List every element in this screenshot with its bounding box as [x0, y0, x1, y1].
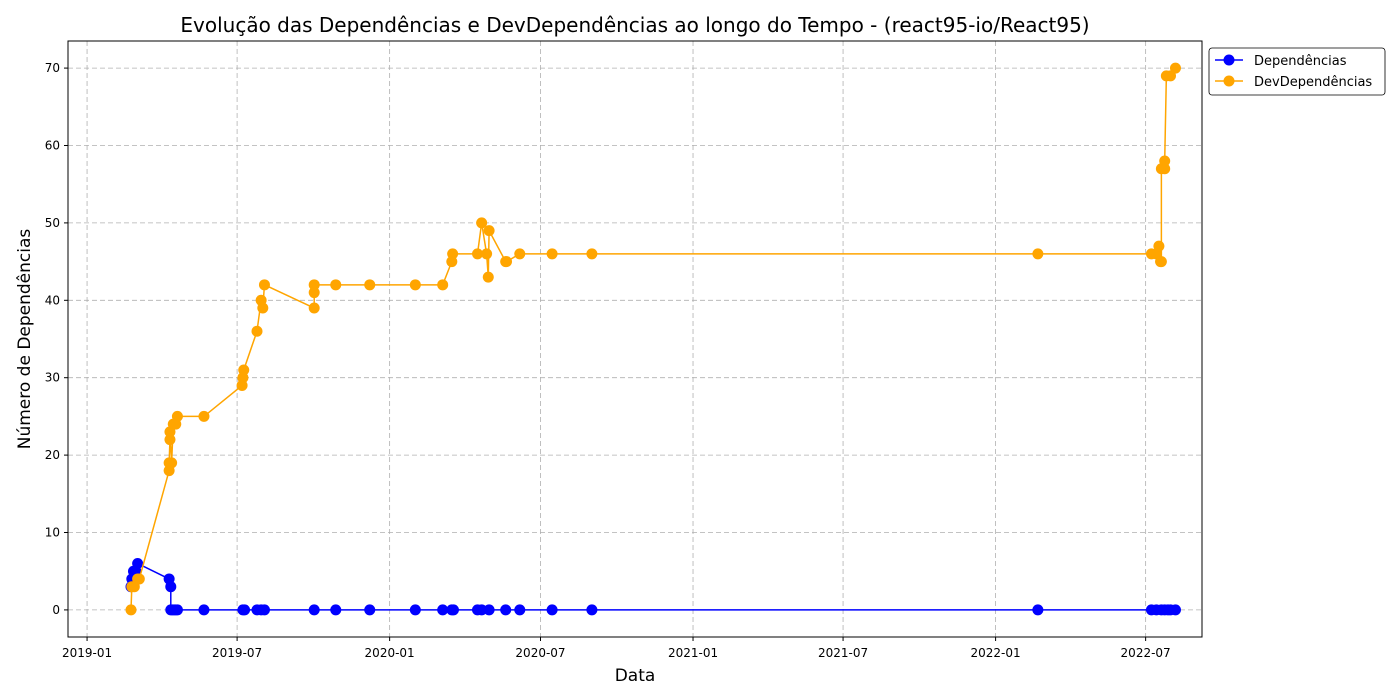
legend-entry-label: DevDependências	[1254, 75, 1372, 90]
series-dependencias	[125, 557, 1181, 616]
data-point	[501, 256, 513, 268]
data-point	[482, 271, 494, 283]
data-point	[546, 248, 558, 260]
data-point	[171, 604, 183, 616]
x-tick-label: 2020-07	[515, 646, 565, 660]
x-tick-label: 2019-07	[212, 646, 262, 660]
y-axis-label: Número de Dependências	[15, 229, 35, 450]
data-point	[447, 248, 459, 260]
x-tick-label: 2020-01	[365, 646, 415, 660]
series-line	[130, 562, 1176, 611]
legend-entry-label: Dependências	[1254, 54, 1347, 69]
x-tick-label: 2021-01	[668, 646, 718, 660]
data-point	[409, 604, 421, 616]
ticks: 2019-01 2019-07 2020-01 2020-07 2021-01 2021-…	[45, 61, 1171, 660]
axes-frame	[67, 40, 1203, 638]
data-point	[171, 410, 183, 422]
y-tick-label: 70	[45, 61, 60, 75]
data-point	[164, 434, 176, 446]
data-point	[308, 302, 320, 314]
data-point	[472, 248, 483, 260]
x-axis-label: Data	[615, 666, 656, 686]
legend-swatch-marker	[1223, 75, 1235, 87]
data-point	[514, 248, 526, 260]
y-tick-label: 50	[45, 216, 60, 230]
data-point	[1032, 248, 1044, 260]
data-point	[1159, 155, 1171, 167]
grid	[68, 41, 1202, 637]
x-tick-label: 2019-01	[62, 646, 112, 660]
data-point	[165, 581, 177, 593]
data-point	[514, 604, 526, 616]
data-point	[251, 325, 263, 337]
data-point	[330, 604, 342, 616]
data-point	[238, 364, 250, 376]
data-point	[198, 604, 210, 616]
data-point	[546, 604, 558, 616]
data-point	[409, 279, 421, 291]
y-tick-label: 20	[45, 448, 60, 462]
y-tick-label: 60	[45, 138, 60, 152]
chart-title: Evolução das Dependências e DevDependênc…	[180, 13, 1089, 37]
data-point	[586, 604, 598, 616]
data-point	[166, 457, 178, 469]
data-point	[481, 248, 493, 260]
data-point	[258, 279, 270, 291]
data-point	[308, 279, 320, 291]
legend: Dependências DevDependências	[1208, 47, 1386, 96]
y-tick-label: 40	[45, 293, 60, 307]
data-point	[132, 557, 144, 569]
data-point	[198, 410, 210, 422]
data-point	[1032, 604, 1044, 616]
y-tick-label: 30	[45, 371, 60, 385]
data-point	[330, 279, 342, 291]
data-point	[1169, 62, 1181, 74]
legend-box	[1208, 47, 1386, 96]
y-tick-label: 0	[52, 603, 60, 617]
data-point	[447, 604, 459, 616]
data-point	[258, 604, 270, 616]
plot-area	[125, 62, 1181, 616]
legend-swatch-marker	[1223, 54, 1235, 66]
series-devdependencias	[125, 62, 1181, 616]
series-line	[130, 67, 1177, 610]
data-point	[364, 279, 376, 291]
data-point	[476, 217, 488, 229]
data-point	[257, 302, 269, 314]
data-point	[483, 225, 495, 237]
data-point	[500, 604, 512, 616]
data-point	[1169, 604, 1181, 616]
x-tick-label: 2022-07	[1121, 646, 1171, 660]
data-point	[483, 604, 495, 616]
x-tick-label: 2021-07	[818, 646, 868, 660]
data-point	[239, 604, 251, 616]
data-point	[1155, 256, 1167, 268]
data-point	[1153, 240, 1165, 252]
data-point	[308, 604, 320, 616]
data-point	[586, 248, 598, 260]
data-point	[364, 604, 376, 616]
data-point	[437, 279, 449, 291]
data-point	[437, 604, 449, 616]
data-point	[125, 604, 137, 616]
data-point	[308, 287, 320, 299]
data-point	[133, 573, 145, 585]
data-point	[1159, 163, 1171, 175]
x-tick-label: 2022-01	[971, 646, 1021, 660]
y-tick-label: 10	[45, 526, 60, 540]
